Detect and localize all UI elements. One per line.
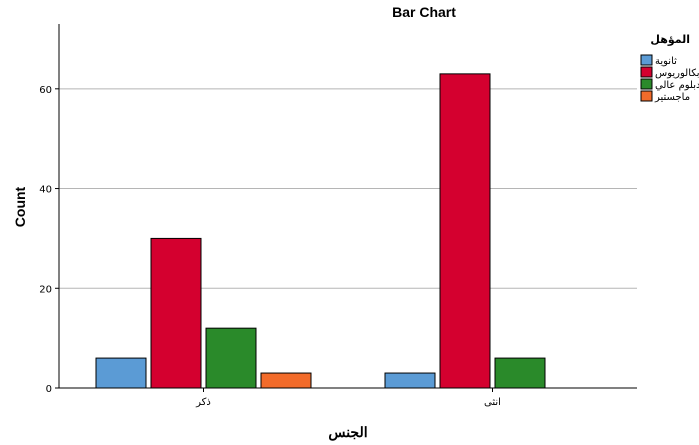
y-axis-title: Count (12, 186, 28, 227)
bar-0-3 (260, 372, 312, 389)
axes: 0 20 40 60 ذكر انثى (39, 24, 637, 408)
legend-label: بكالوريوس (655, 68, 699, 79)
legend-label: ثانوية (655, 56, 677, 67)
bar-1-0 (384, 372, 436, 389)
bar-1-1 (439, 73, 491, 389)
gridlines (59, 88, 637, 289)
bar-0-1 (150, 237, 202, 389)
bar-0-0 (95, 357, 147, 389)
legend-swatch (640, 66, 653, 78)
chart-title: Bar Chart (392, 4, 456, 20)
legend-swatch (640, 78, 653, 90)
legend-title: المؤهل (650, 33, 690, 46)
x-axis-title: الجنس (328, 424, 367, 441)
legend-label: ماجستير (654, 92, 690, 103)
bars (95, 73, 546, 389)
y-tick-label: 60 (39, 85, 52, 96)
legend-label: دبلوم عالي (655, 80, 699, 91)
bar-0-2 (205, 327, 257, 389)
x-tick-label: ذكر (195, 397, 211, 408)
y-tick-label: 20 (39, 284, 52, 295)
x-tick-label: انثى (484, 397, 501, 408)
legend-swatch (640, 90, 653, 102)
y-tick-label: 0 (46, 384, 52, 395)
y-tick-label: 40 (39, 185, 52, 196)
legend-swatch (640, 54, 653, 66)
bar-1-2 (494, 357, 546, 389)
